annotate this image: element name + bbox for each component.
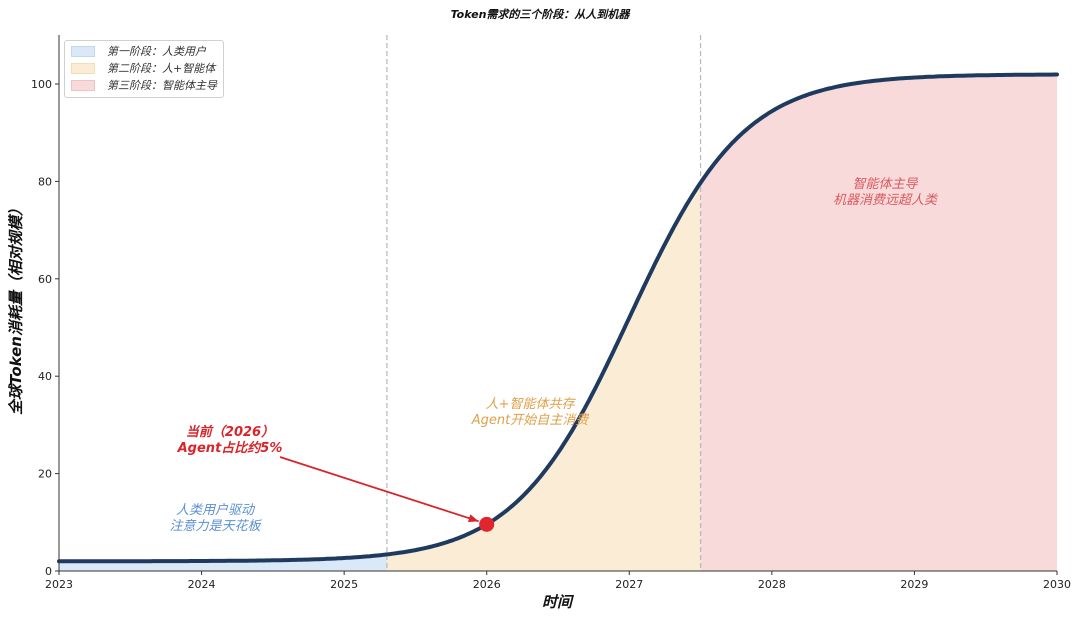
y-tick-label: 20 — [38, 468, 52, 481]
y-tick-label: 40 — [38, 370, 52, 383]
x-tick-label: 2025 — [330, 578, 358, 591]
annotation-line: 人类用户驱动 — [175, 503, 254, 518]
phase-fill-3 — [700, 74, 1057, 571]
y-tick-label: 0 — [45, 565, 52, 578]
chart-title: Token需求的三个阶段：从人到机器 — [450, 8, 630, 21]
legend: 第一阶段：人类用户 第二阶段：人+智能体 第三阶段：智能体主导 — [64, 40, 224, 98]
y-tick-label: 60 — [38, 273, 52, 286]
current-point-marker — [479, 516, 495, 532]
x-tick-label: 2024 — [188, 578, 216, 591]
phase-fills — [59, 74, 1057, 571]
annotation-line: 注意力是天花板 — [169, 519, 261, 534]
annotation-line: 智能体主导 — [852, 177, 918, 192]
x-tick-label: 2026 — [473, 578, 501, 591]
legend-swatch-pink — [71, 79, 95, 91]
annotation-phase-2: 人+智能体共存 Agent开始自主消费 — [455, 397, 605, 429]
annotation-current: 当前（2026） Agent占比约5% — [160, 425, 300, 457]
annotation-line: Agent开始自主消费 — [471, 413, 589, 428]
x-tick-label: 2027 — [615, 578, 643, 591]
y-axis-ticks: 0 20 40 60 80 100 — [31, 78, 59, 578]
legend-label: 第一阶段：人类用户 — [107, 45, 206, 58]
legend-item-phase-2: 第二阶段：人+智能体 — [71, 61, 215, 75]
x-axis-ticks: 2023 2024 2025 2026 2027 2028 2029 2030 — [45, 571, 1071, 591]
phase-dividers — [386, 35, 702, 571]
y-tick-label: 80 — [38, 175, 52, 188]
legend-swatch-orange — [71, 62, 95, 74]
legend-label: 第二阶段：人+智能体 — [107, 62, 216, 75]
annotation-line: Agent占比约5% — [177, 441, 283, 456]
x-tick-label: 2029 — [900, 578, 928, 591]
x-axis-title: 时间 — [542, 593, 575, 611]
x-tick-label: 2028 — [758, 578, 786, 591]
arrow-head-icon — [467, 514, 479, 523]
annotation-phase-3: 智能体主导 机器消费远超人类 — [810, 177, 960, 209]
annotation-arrow — [279, 456, 479, 523]
x-tick-label: 2023 — [45, 578, 73, 591]
axes — [58, 35, 1057, 572]
y-axis-title: 全球Token消耗量（相对规模） — [7, 201, 25, 415]
phase-fill-2 — [386, 182, 701, 571]
x-tick-label: 2030 — [1043, 578, 1071, 591]
y-tick-label: 100 — [31, 78, 52, 91]
annotation-line: 当前（2026） — [185, 425, 275, 440]
token-curve — [57, 72, 1059, 564]
legend-label: 第三阶段：智能体主导 — [107, 79, 217, 92]
legend-item-phase-3: 第三阶段：智能体主导 — [71, 78, 217, 92]
legend-swatch-blue — [71, 45, 95, 57]
annotation-phase-1: 人类用户驱动 注意力是天花板 — [145, 503, 285, 535]
legend-item-phase-1: 第一阶段：人类用户 — [71, 44, 206, 58]
annotation-line: 机器消费远超人类 — [832, 193, 937, 208]
annotation-line: 人+智能体共存 — [485, 397, 575, 412]
